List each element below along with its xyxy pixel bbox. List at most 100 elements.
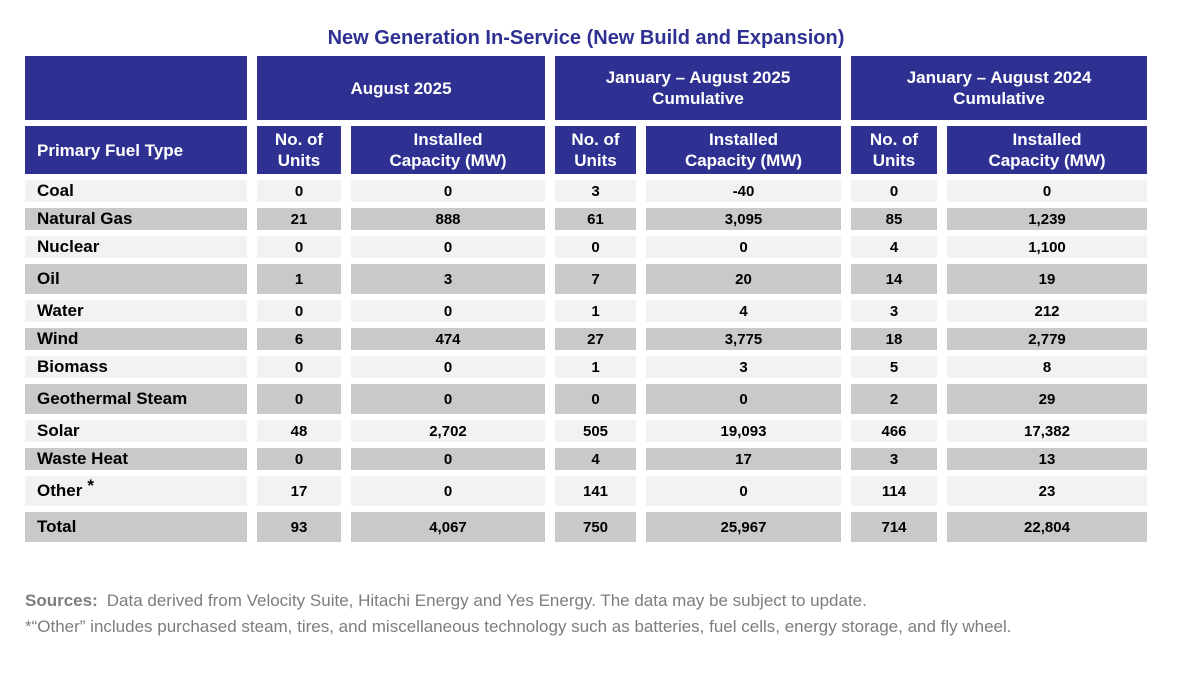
value-cell: 0 [646, 476, 841, 506]
value-cell: 3 [851, 448, 937, 470]
subheader-installed-capacity-jan-aug-2025: Installed Capacity (MW) [646, 126, 841, 174]
value-cell: 17 [646, 448, 841, 470]
value-cell: 93 [257, 512, 341, 542]
value-cell: 2 [851, 384, 937, 414]
value-cell: 0 [351, 448, 545, 470]
value-cell: 0 [555, 384, 636, 414]
value-cell: 505 [555, 420, 636, 442]
value-cell: 2,702 [351, 420, 545, 442]
fuel-type-cell: Nuclear [25, 236, 247, 258]
value-cell: 13 [947, 448, 1147, 470]
value-cell: 1,239 [947, 208, 1147, 230]
subheader-no-of-units-jan-aug-2024: No. of Units [851, 126, 937, 174]
table-subheader-row: Primary Fuel Type No. of Units Installed… [25, 126, 1147, 174]
subheader-no-of-units-jan-aug-2025: No. of Units [555, 126, 636, 174]
sources-label: Sources: [25, 591, 98, 610]
group-header-jan-aug-2025-cumulative: January – August 2025 Cumulative [555, 56, 841, 120]
value-cell: 22,804 [947, 512, 1147, 542]
value-cell: 0 [555, 236, 636, 258]
value-cell: 466 [851, 420, 937, 442]
value-cell: 4 [851, 236, 937, 258]
value-cell: 19,093 [646, 420, 841, 442]
value-cell: 4 [646, 300, 841, 322]
value-cell: 0 [351, 476, 545, 506]
table-group-header-row: August 2025 January – August 2025 Cumula… [25, 56, 1147, 120]
value-cell: 4,067 [351, 512, 545, 542]
subheader-installed-capacity-jan-aug-2024: Installed Capacity (MW) [947, 126, 1147, 174]
value-cell: 1 [257, 264, 341, 294]
value-cell: 61 [555, 208, 636, 230]
page-title: New Generation In-Service (New Build and… [327, 27, 845, 49]
value-cell: 714 [851, 512, 937, 542]
table-row: Geothermal Steam 0 0 0 0 2 29 [25, 384, 1147, 414]
fuel-type-cell: Solar [25, 420, 247, 442]
value-cell: 14 [851, 264, 937, 294]
table-row: Total 93 4,067 750 25,967 714 22,804 [25, 512, 1147, 542]
value-cell: 18 [851, 328, 937, 350]
value-cell: 4 [555, 448, 636, 470]
table-row: Waste Heat 0 0 4 17 3 13 [25, 448, 1147, 470]
fuel-type-cell: Geothermal Steam [25, 384, 247, 414]
value-cell: 141 [555, 476, 636, 506]
value-cell: 19 [947, 264, 1147, 294]
value-cell: 0 [351, 356, 545, 378]
value-cell: 3,095 [646, 208, 841, 230]
table-row: Water 0 0 1 4 3 212 [25, 300, 1147, 322]
fuel-type-cell: Waste Heat [25, 448, 247, 470]
value-cell: 8 [947, 356, 1147, 378]
report-page: New Generation In-Service (New Build and… [0, 26, 1200, 684]
value-cell: 27 [555, 328, 636, 350]
table-row: Wind 6 474 27 3,775 18 2,779 [25, 328, 1147, 350]
value-cell: 0 [257, 236, 341, 258]
value-cell: 888 [351, 208, 545, 230]
value-cell: 0 [351, 384, 545, 414]
value-cell: 0 [257, 384, 341, 414]
fuel-type-cell: Natural Gas [25, 208, 247, 230]
fuel-type-cell: Oil [25, 264, 247, 294]
value-cell: 750 [555, 512, 636, 542]
other-footnote: *“Other” includes purchased steam, tires… [25, 617, 1012, 636]
value-cell: 3 [851, 300, 937, 322]
table-row: Coal 0 0 3 -40 0 0 [25, 180, 1147, 202]
fuel-type-cell: Other * [25, 476, 247, 506]
value-cell: 3,775 [646, 328, 841, 350]
fuel-type-cell: Wind [25, 328, 247, 350]
value-cell: 1 [555, 356, 636, 378]
value-cell: 3 [646, 356, 841, 378]
value-cell: 114 [851, 476, 937, 506]
value-cell: 0 [947, 180, 1147, 202]
table-row: Biomass 0 0 1 3 5 8 [25, 356, 1147, 378]
value-cell: 6 [257, 328, 341, 350]
fuel-type-cell: Water [25, 300, 247, 322]
corner-cell [25, 56, 247, 120]
table-body: Coal 0 0 3 -40 0 0 Natural Gas 21 888 61 3,095 85 1,2… [25, 180, 1147, 542]
value-cell: 474 [351, 328, 545, 350]
value-cell: 7 [555, 264, 636, 294]
value-cell: 1 [555, 300, 636, 322]
subheader-installed-capacity-aug-2025: Installed Capacity (MW) [351, 126, 545, 174]
value-cell: 0 [351, 180, 545, 202]
value-cell: 2,779 [947, 328, 1147, 350]
value-cell: 5 [851, 356, 937, 378]
value-cell: 0 [646, 236, 841, 258]
value-cell: 0 [351, 300, 545, 322]
group-header-august-2025: August 2025 [257, 56, 545, 120]
value-cell: 23 [947, 476, 1147, 506]
table-row: Natural Gas 21 888 61 3,095 85 1,239 [25, 208, 1147, 230]
value-cell: 20 [646, 264, 841, 294]
fuel-type-cell: Total [25, 512, 247, 542]
table-row: Solar 48 2,702 505 19,093 466 17,382 [25, 420, 1147, 442]
sources-text: Data derived from Velocity Suite, Hitach… [106, 591, 867, 610]
value-cell: 0 [257, 448, 341, 470]
value-cell: 17,382 [947, 420, 1147, 442]
subheader-no-of-units-aug-2025: No. of Units [257, 126, 341, 174]
fuel-type-cell: Coal [25, 180, 247, 202]
value-cell: 0 [646, 384, 841, 414]
value-cell: 0 [257, 356, 341, 378]
footer-notes: Sources: Data derived from Velocity Suite… [25, 588, 1200, 640]
generation-table: August 2025 January – August 2025 Cumula… [25, 56, 1147, 542]
value-cell: 212 [947, 300, 1147, 322]
table-row: Other * 17 0 141 0 114 23 [25, 476, 1147, 506]
value-cell: 21 [257, 208, 341, 230]
value-cell: 85 [851, 208, 937, 230]
